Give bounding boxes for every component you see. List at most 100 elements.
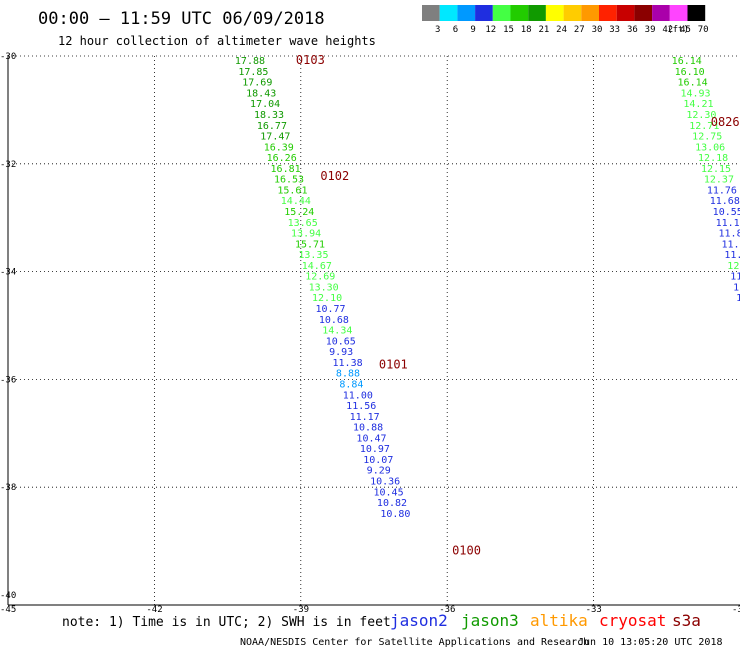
wave-height-value: 10.68	[319, 315, 349, 326]
wave-height-value: 11.38	[333, 358, 363, 369]
wave-height-value: 14.44	[281, 196, 311, 207]
chart-subtitle: 12 hour collection of altimeter wave hei…	[58, 34, 376, 48]
wave-height-value: 18.43	[246, 88, 276, 99]
note-text: note: 1) Time is in UTC; 2) SWH is in fe…	[62, 615, 391, 630]
wave-height-value: 14.67	[302, 261, 332, 272]
legend-swatch	[599, 5, 617, 21]
plot-area: -30 -32 -34 -36 -38 -40 -45 -42 -39 -36 -33 -30 17.8…	[0, 52, 740, 615]
wave-height-value: 16.39	[264, 142, 294, 153]
legend-swatch	[687, 5, 706, 21]
legend-swatch	[634, 5, 653, 21]
legend-bin-label: 24	[556, 25, 567, 35]
y-tick-label: -36	[0, 375, 16, 385]
wave-height-value: 17.85	[238, 67, 268, 78]
legend-bin-label: 36	[627, 25, 638, 35]
legend-swatch	[545, 5, 564, 21]
legend-swatch	[457, 5, 476, 21]
wave-height-value: 11.17	[350, 412, 380, 423]
wave-height-value: 12.75	[692, 132, 722, 143]
legend-swatch	[422, 5, 440, 21]
legend-bin-label: 18	[521, 25, 532, 35]
legend-swatch	[669, 5, 688, 21]
legend-swatch	[510, 5, 529, 21]
legend-bin-label: 9	[470, 25, 475, 35]
wave-height-value: 14.93	[680, 88, 710, 99]
wave-height-value: 11.83	[719, 229, 740, 240]
satellite-name: s3a	[672, 611, 701, 630]
wave-height-value: 11.76	[707, 185, 737, 196]
wave-height-value: 11.19	[716, 218, 740, 229]
legend-bin-label: 6	[453, 25, 458, 35]
legend-bin-label: 27	[574, 25, 585, 35]
wave-height-value: 10.55	[713, 207, 740, 218]
wave-height-value: 13.94	[291, 229, 321, 240]
wave-height-value: 11.68	[710, 196, 740, 207]
wave-height-value: 12.69	[305, 272, 335, 283]
wave-height-value: 16.14	[678, 78, 708, 89]
y-tick-label: -40	[0, 591, 16, 601]
legend-bin-label: 30	[592, 25, 603, 35]
satellite-legend: jason2 jason3 altika cryosat s3a	[390, 611, 701, 630]
wave-height-value: 10.36	[370, 477, 400, 488]
wave-height-value: 18.33	[254, 110, 284, 121]
wave-height-value: 12.18	[698, 153, 728, 164]
x-tick-label: -36	[439, 605, 455, 615]
wave-height-value: 10.80	[380, 509, 410, 520]
legend-bin-label: 3	[435, 25, 440, 35]
wave-height-value: 17.69	[242, 78, 272, 89]
wave-height-value: 9.29	[367, 466, 391, 477]
legend-bin-label: 15	[503, 25, 514, 35]
wave-height-value: 10.88	[353, 423, 383, 434]
x-tick-label: -33	[586, 605, 602, 615]
wave-height-value: 16.77	[257, 121, 287, 132]
color-legend: 3 6 9 12 15 18 21 24 27 30 33 36 39 42 45 70(ft)	[422, 5, 709, 35]
legend-swatch	[492, 5, 511, 21]
wave-height-value: 9.93	[329, 347, 353, 358]
wave-height-value: 12.37	[704, 175, 734, 186]
legend-bin-label: 42	[662, 25, 673, 35]
credit-text: NOAA/NESDIS Center for Satellite Applica…	[240, 637, 589, 648]
wave-height-value: 15.24	[284, 207, 314, 218]
legend-swatch	[616, 5, 635, 21]
wave-height-value: 16.14	[672, 56, 702, 67]
satellite-name: altika	[530, 611, 588, 630]
wave-height-value: 11.57	[730, 272, 740, 283]
pass-time-label: 0102	[320, 169, 349, 183]
legend-swatch	[528, 5, 546, 21]
wave-height-value: 13.30	[309, 282, 339, 293]
wave-height-value: 10.82	[377, 498, 407, 509]
wave-height-value: 12.04	[727, 261, 740, 272]
legend-bin-label: 45	[680, 25, 691, 35]
satellite-name: jason2	[390, 611, 448, 630]
wave-height-value: 13.06	[695, 142, 725, 153]
legend-bin-label: 33	[609, 25, 620, 35]
wave-height-value: 12.10	[312, 293, 342, 304]
wave-height-value: 14.34	[322, 326, 352, 337]
y-tick-label: -30	[0, 52, 16, 62]
satellite-name: cryosat	[599, 611, 666, 630]
legend-bin-label: 39	[645, 25, 656, 35]
legend-bin-label: 70	[698, 25, 709, 35]
x-tick-label: -30	[732, 605, 740, 615]
legend-swatch	[581, 5, 599, 21]
y-tick-label: -34	[0, 268, 16, 278]
wave-height-value: 17.47	[260, 132, 290, 143]
wave-height-value: 10.07	[363, 455, 393, 466]
wave-height-value: 8.88	[336, 369, 360, 380]
legend-swatch	[475, 5, 493, 21]
wave-height-value: 13.65	[288, 218, 318, 229]
wave-height-value: 11.56	[346, 401, 376, 412]
wave-height-value: 11.00	[343, 390, 373, 401]
wave-height-value: 16.53	[274, 175, 304, 186]
wave-height-value: 12.71	[689, 121, 719, 132]
wave-height-value: 16.81	[271, 164, 301, 175]
wave-height-value: 10.65	[326, 336, 356, 347]
wave-height-value: 14.21	[683, 99, 713, 110]
x-tick-label: -42	[146, 605, 162, 615]
wave-height-value: 10.47	[356, 433, 386, 444]
wave-height-value: 16.26	[267, 153, 297, 164]
pass-time-label: 0826	[711, 115, 740, 129]
legend-swatch	[563, 5, 582, 21]
wave-height-value: 11.55	[733, 282, 740, 293]
